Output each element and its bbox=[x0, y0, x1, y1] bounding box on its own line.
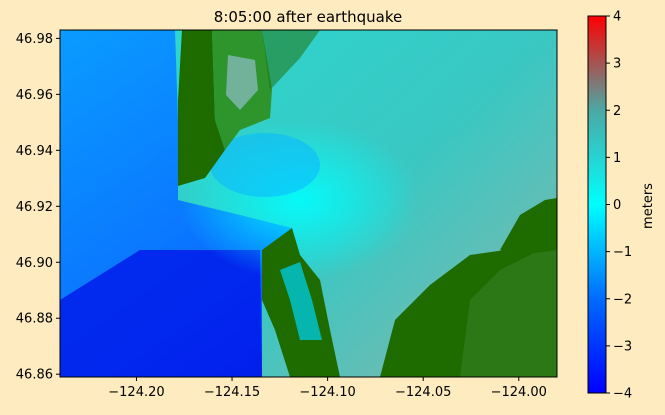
plot-area bbox=[60, 30, 557, 377]
east-upland bbox=[460, 240, 557, 377]
colorbar-tick-label: −4 bbox=[613, 387, 632, 402]
colorbar-tick-label: 0 bbox=[613, 198, 621, 213]
y-axis: 46.86 46.88 46.90 46.92 46.94 46.96 46.98 bbox=[16, 32, 60, 383]
colorbar-tick-label: 1 bbox=[613, 151, 621, 166]
colorbar-axis: −4 −3 −2 −1 0 1 2 3 4 bbox=[606, 10, 632, 402]
colorbar-tick-label: −3 bbox=[613, 339, 632, 354]
y-tick-label: 46.96 bbox=[16, 88, 53, 103]
chart-title: 8:05:00 after earthquake bbox=[214, 8, 402, 26]
north-spit-land bbox=[178, 30, 225, 186]
colorbar-tick-label: −2 bbox=[613, 292, 632, 307]
south-spit-inner bbox=[280, 262, 322, 340]
y-tick-label: 46.98 bbox=[16, 32, 53, 47]
north-shoal-land bbox=[226, 55, 258, 110]
y-tick-label: 46.94 bbox=[16, 144, 53, 159]
x-tick-label: −124.00 bbox=[491, 385, 547, 400]
y-tick-label: 46.90 bbox=[16, 256, 53, 271]
colorbar-label: meters bbox=[641, 183, 656, 229]
y-tick-label: 46.86 bbox=[16, 368, 53, 383]
east-headland bbox=[500, 198, 557, 255]
colorbar-tick-label: 4 bbox=[613, 10, 621, 25]
colorbar-tick-label: 2 bbox=[613, 104, 621, 119]
colorbar bbox=[587, 15, 607, 394]
colorbar-tick-label: −1 bbox=[613, 245, 632, 260]
x-tick-label: −124.15 bbox=[204, 385, 260, 400]
x-tick-label: −124.05 bbox=[395, 385, 451, 400]
x-axis: −124.20 −124.15 −124.10 −124.05 −124.00 bbox=[108, 377, 547, 400]
entrance-basin bbox=[210, 133, 320, 197]
x-tick-label: −124.10 bbox=[299, 385, 355, 400]
x-tick-label: −124.20 bbox=[108, 385, 164, 400]
north-east-shore-land bbox=[262, 30, 320, 90]
colorbar-tick-label: 3 bbox=[613, 57, 621, 72]
y-tick-label: 46.92 bbox=[16, 200, 53, 215]
y-tick-label: 46.88 bbox=[16, 312, 53, 327]
deep-offshore-water bbox=[60, 250, 262, 377]
plot-frame bbox=[59, 29, 558, 378]
